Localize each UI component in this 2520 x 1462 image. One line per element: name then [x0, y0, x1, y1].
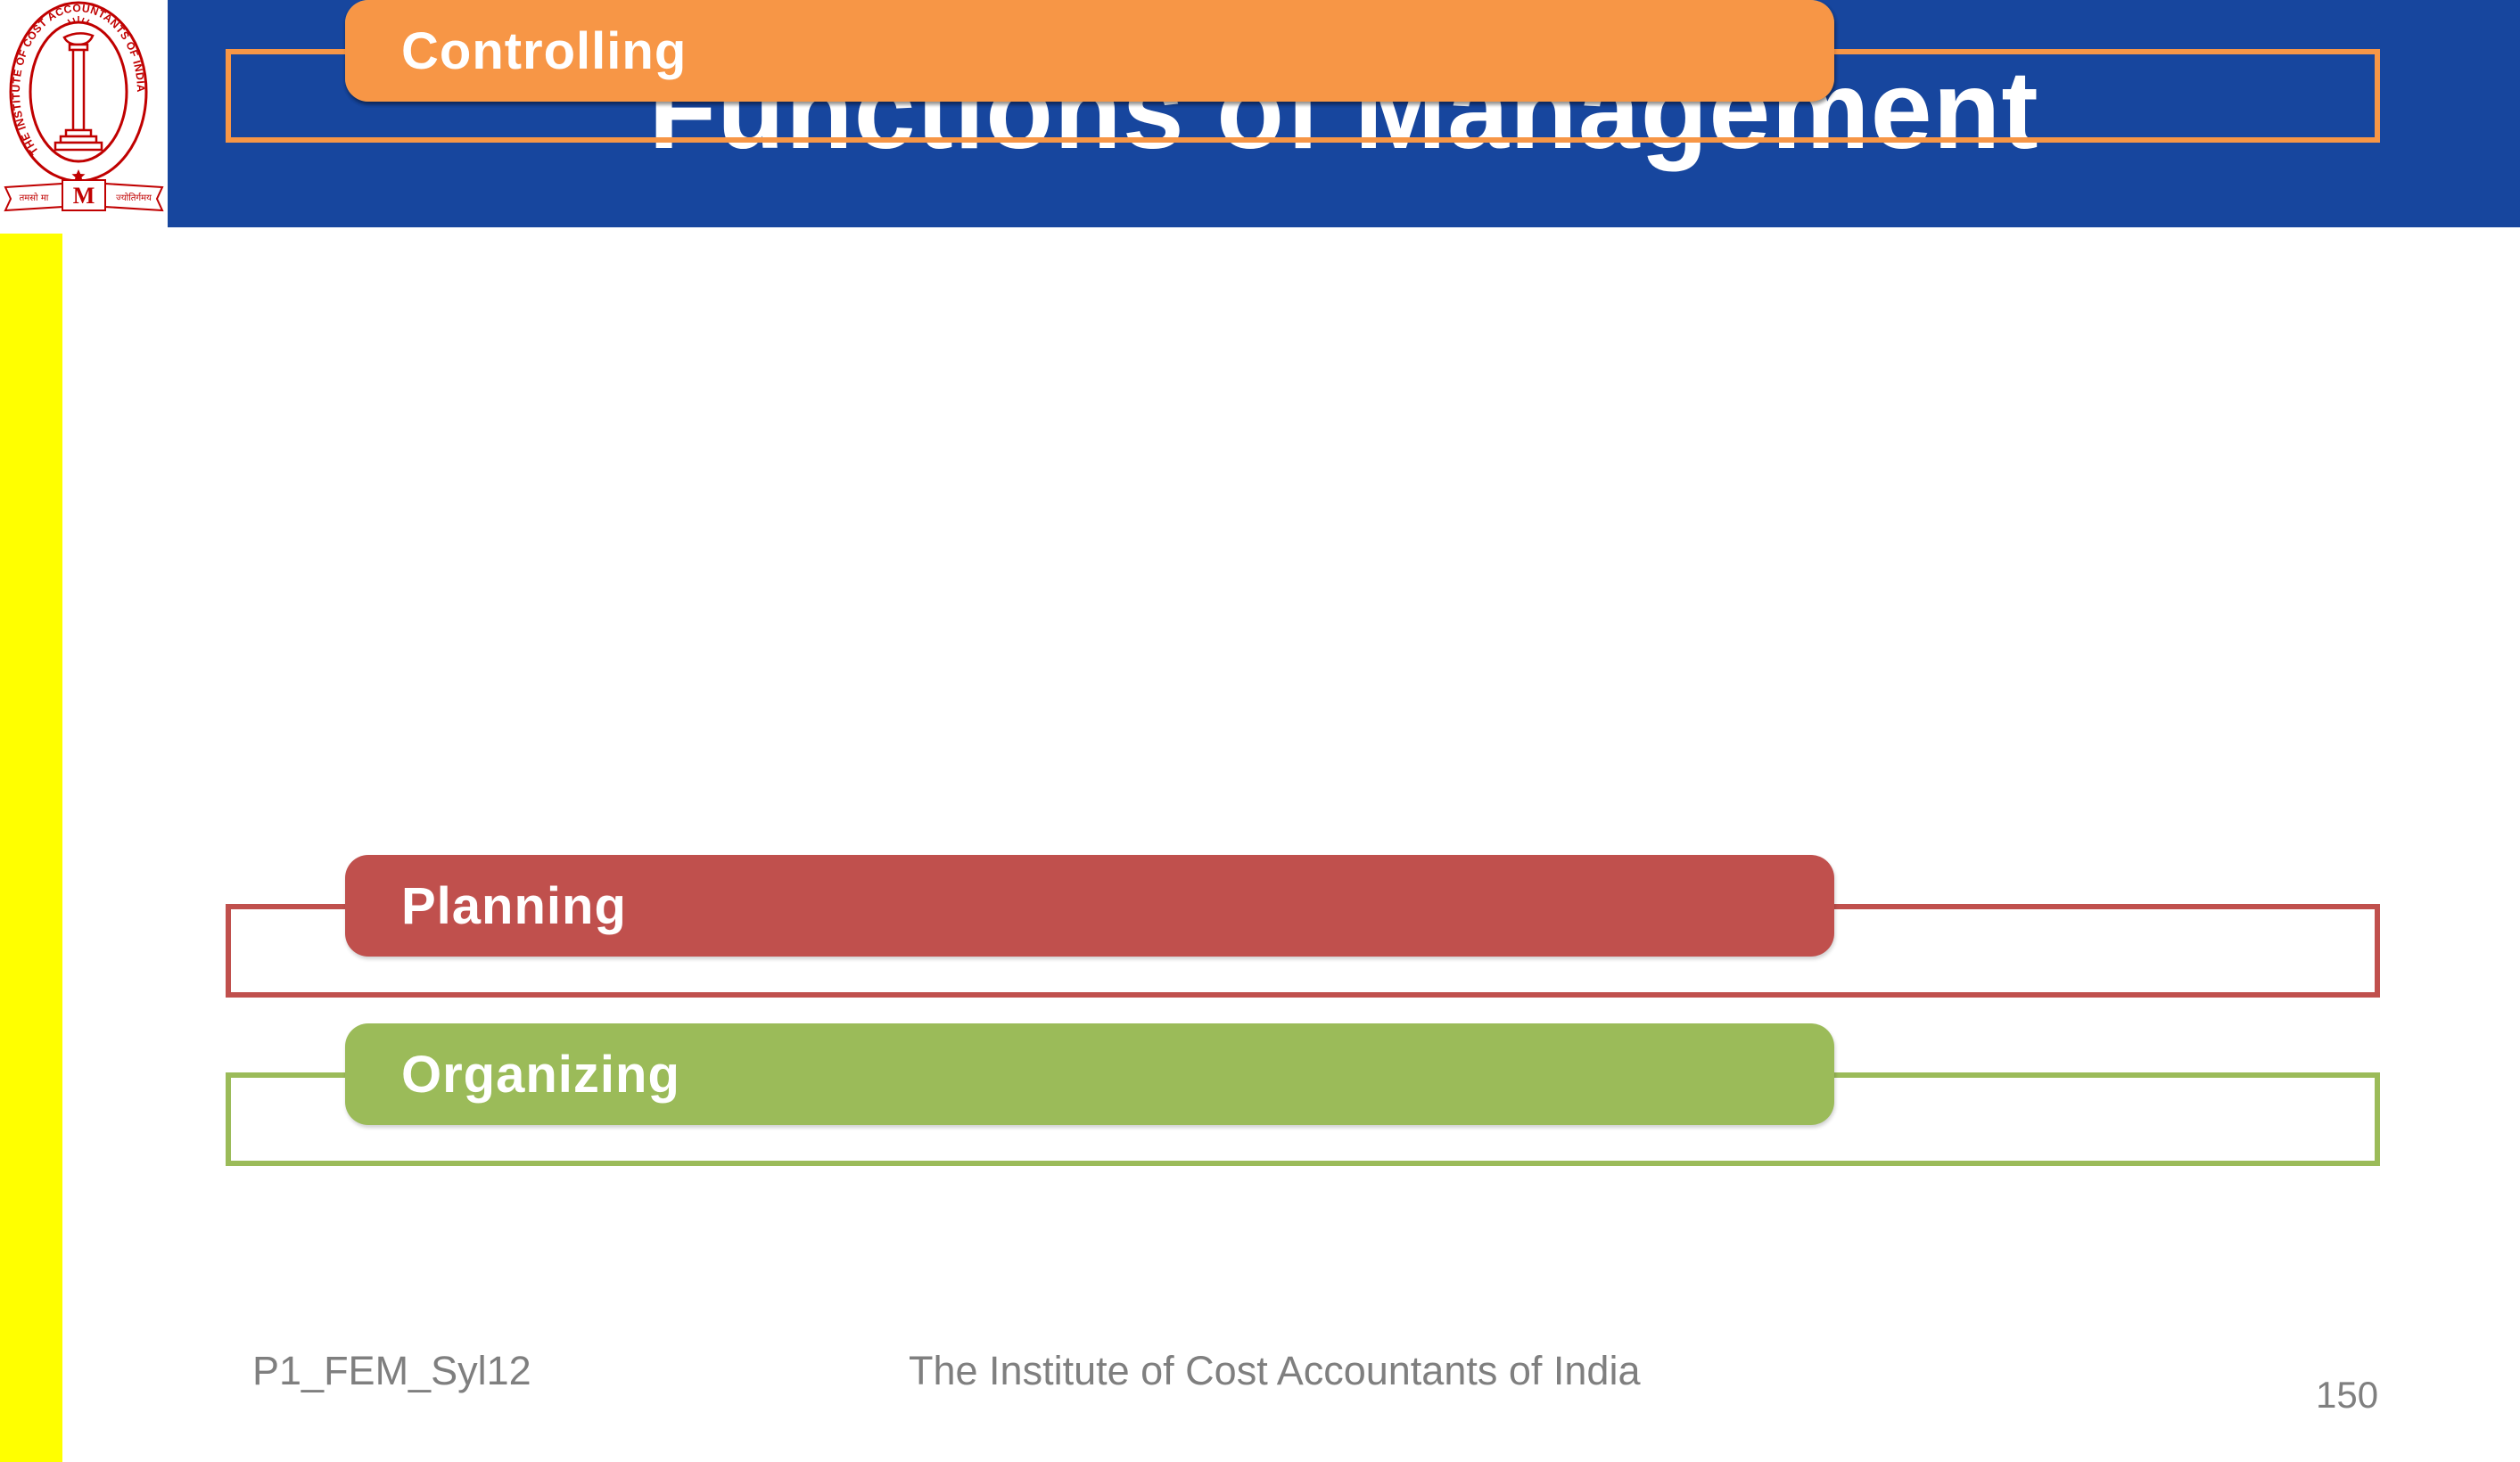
page-number: 150 [2316, 1374, 2379, 1416]
footer-institute-name: The Institute of Cost Accountants of Ind… [909, 1348, 1641, 1393]
function-label: Controlling [401, 21, 688, 80]
function-bar: Organizing [345, 1023, 1834, 1125]
institute-logo: THE INSTITUTE OF COST ACCOUNTANTS OF IND… [0, 0, 168, 230]
logo-emblem-letter: M [73, 183, 95, 209]
footer-course-code: P1_FEM_Syl12 [252, 1348, 531, 1393]
logo-star [71, 169, 86, 183]
function-label: Planning [401, 876, 627, 935]
function-label: Organizing [401, 1045, 680, 1104]
logo-motto-right: ज्योतिर्गमय [116, 193, 152, 203]
logo-banner: M तमसो मा ज्योतिर्गमय [4, 169, 164, 212]
function-bar: Controlling [345, 0, 1834, 102]
logo-motto-left: तमसो मा [20, 193, 49, 203]
function-row-organizing: Organizing [0, 1023, 2520, 1170]
function-row-controlling: Controlling [0, 0, 2520, 147]
left-accent-stripe [0, 234, 62, 1462]
function-row-planning: Planning [0, 855, 2520, 1002]
function-bar: Planning [345, 855, 1834, 957]
logo-lamp-pillar [54, 16, 103, 152]
logo-inner-ring [29, 21, 128, 163]
